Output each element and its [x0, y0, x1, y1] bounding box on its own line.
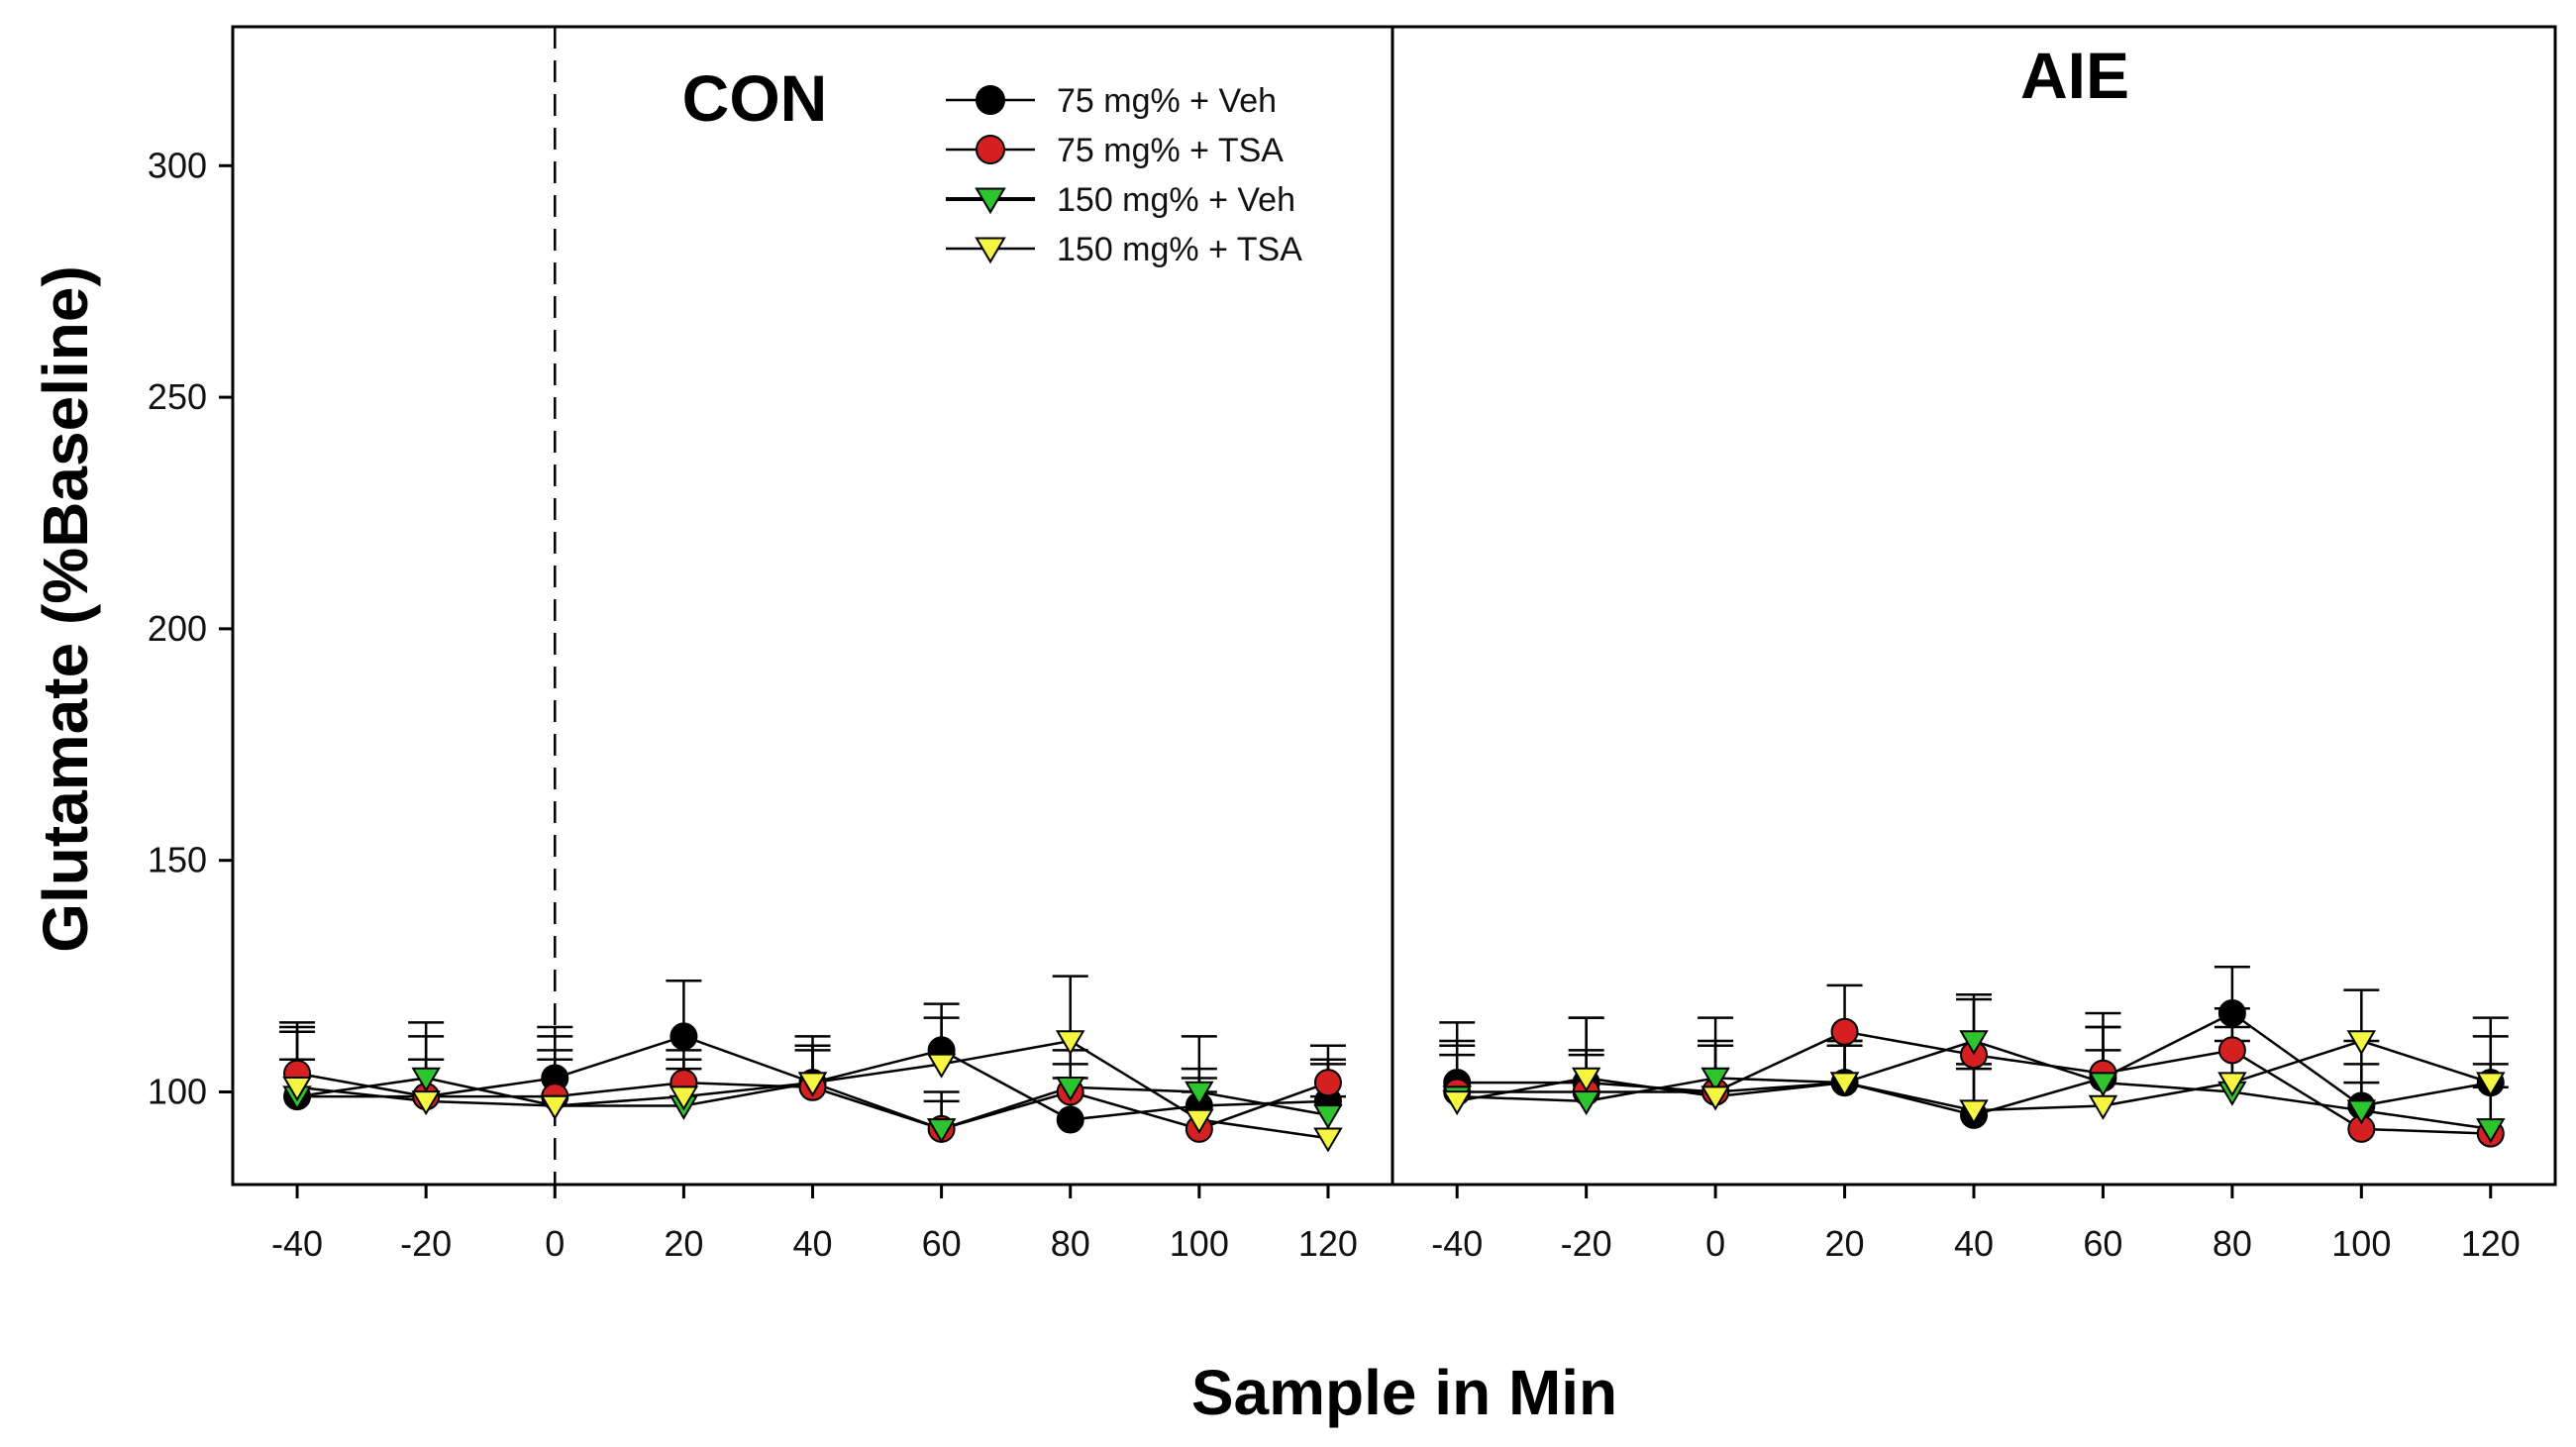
x-tick-label: 100: [1170, 1223, 1229, 1264]
x-tick-label: 80: [2213, 1223, 2252, 1264]
y-tick-label: 200: [148, 608, 207, 649]
y-axis-label: Glutamate (%Baseline): [30, 265, 101, 953]
data-point: [1313, 1104, 1343, 1130]
x-tick-label: 0: [1705, 1223, 1725, 1264]
data-point: [1442, 1090, 1472, 1116]
x-axis-label: Sample in Min: [1191, 1357, 1617, 1428]
legend-item: 75 mg% + TSA: [946, 132, 1284, 169]
x-tick-label: 120: [2461, 1223, 2521, 1264]
x-tick-label: -20: [1561, 1223, 1612, 1264]
legend-item: 75 mg% + Veh: [946, 82, 1277, 120]
markers-s150tsa: [1442, 1030, 2506, 1125]
data-point: [411, 1067, 441, 1092]
data-point: [670, 1022, 698, 1051]
data-point: [1313, 1069, 1342, 1097]
x-tick-label: -40: [271, 1223, 323, 1264]
data-point: [282, 1077, 312, 1102]
data-point: [669, 1085, 699, 1111]
legend-label: 150 mg% + TSA: [1057, 231, 1302, 268]
data-point: [411, 1090, 441, 1116]
legend-marker: [976, 135, 1005, 164]
data-point: [2346, 1030, 2377, 1056]
x-tick-label: -40: [1431, 1223, 1483, 1264]
x-tick-label: 20: [664, 1223, 703, 1264]
x-tick-label: 40: [792, 1223, 832, 1264]
data-point: [1056, 1105, 1084, 1134]
data-point: [1829, 1072, 1860, 1097]
y-tick-label: 250: [148, 376, 207, 417]
data-point: [926, 1053, 957, 1079]
x-tick-label: 20: [1825, 1223, 1865, 1264]
data-point: [2217, 1072, 2247, 1097]
legend-label: 75 mg% + TSA: [1057, 132, 1284, 169]
data-point: [1830, 1017, 1859, 1046]
data-point: [1055, 1077, 1085, 1102]
x-tick-label: 100: [2331, 1223, 2391, 1264]
data-point: [1055, 1030, 1085, 1056]
legend-marker: [976, 85, 1005, 115]
markers-s150tsa: [282, 1030, 1343, 1153]
data-point: [926, 1118, 957, 1144]
data-point: [2476, 1072, 2506, 1097]
data-point: [1571, 1067, 1601, 1092]
x-tick-label: 120: [1298, 1223, 1358, 1264]
y-tick-label: 150: [148, 840, 207, 880]
data-point: [2217, 1036, 2246, 1065]
panel-con: CON -40 -20 0 20 40 60 80 100 120: [271, 27, 1358, 1264]
legend-marker: [975, 237, 1006, 264]
x-tick-label: 60: [922, 1223, 962, 1264]
data-point: [1700, 1085, 1730, 1111]
data-point: [2088, 1072, 2118, 1097]
data-point: [1700, 1067, 1730, 1092]
panel-aie: AIE -40 -20 0 20 40 60 80 100 120: [1431, 39, 2521, 1264]
data-point: [2346, 1099, 2377, 1125]
x-tick-label: 0: [545, 1223, 565, 1264]
panel-title: AIE: [2020, 39, 2129, 112]
data-point: [1185, 1108, 1214, 1134]
series-s150tsa: [279, 975, 1346, 1140]
x-tick-label: 60: [2083, 1223, 2122, 1264]
data-point: [540, 1094, 570, 1120]
legend-label: 75 mg% + Veh: [1057, 82, 1277, 120]
legend-item: 150 mg% + TSA: [946, 231, 1302, 268]
legend: 75 mg% + Veh 75 mg% + TSA 150 mg% + Veh 150…: [946, 82, 1302, 268]
data-point: [1185, 1081, 1214, 1106]
data-point: [1313, 1127, 1343, 1153]
x-tick-label: 40: [1954, 1223, 1994, 1264]
data-point: [2088, 1094, 2118, 1120]
legend-item: 150 mg% + Veh: [946, 181, 1295, 219]
data-point: [1959, 1099, 1989, 1125]
data-point: [1571, 1090, 1601, 1116]
x-tick-label: 80: [1051, 1223, 1090, 1264]
y-tick-label: 100: [148, 1071, 207, 1111]
legend-label: 150 mg% + Veh: [1057, 181, 1295, 219]
panel-title: CON: [682, 61, 828, 135]
y-tick-label: 300: [148, 145, 207, 185]
data-point: [2217, 998, 2246, 1027]
data-point: [797, 1072, 828, 1097]
data-point: [2476, 1118, 2506, 1144]
legend-marker: [975, 187, 1006, 215]
x-tick-label: -20: [400, 1223, 452, 1264]
data-point: [1959, 1030, 1989, 1056]
